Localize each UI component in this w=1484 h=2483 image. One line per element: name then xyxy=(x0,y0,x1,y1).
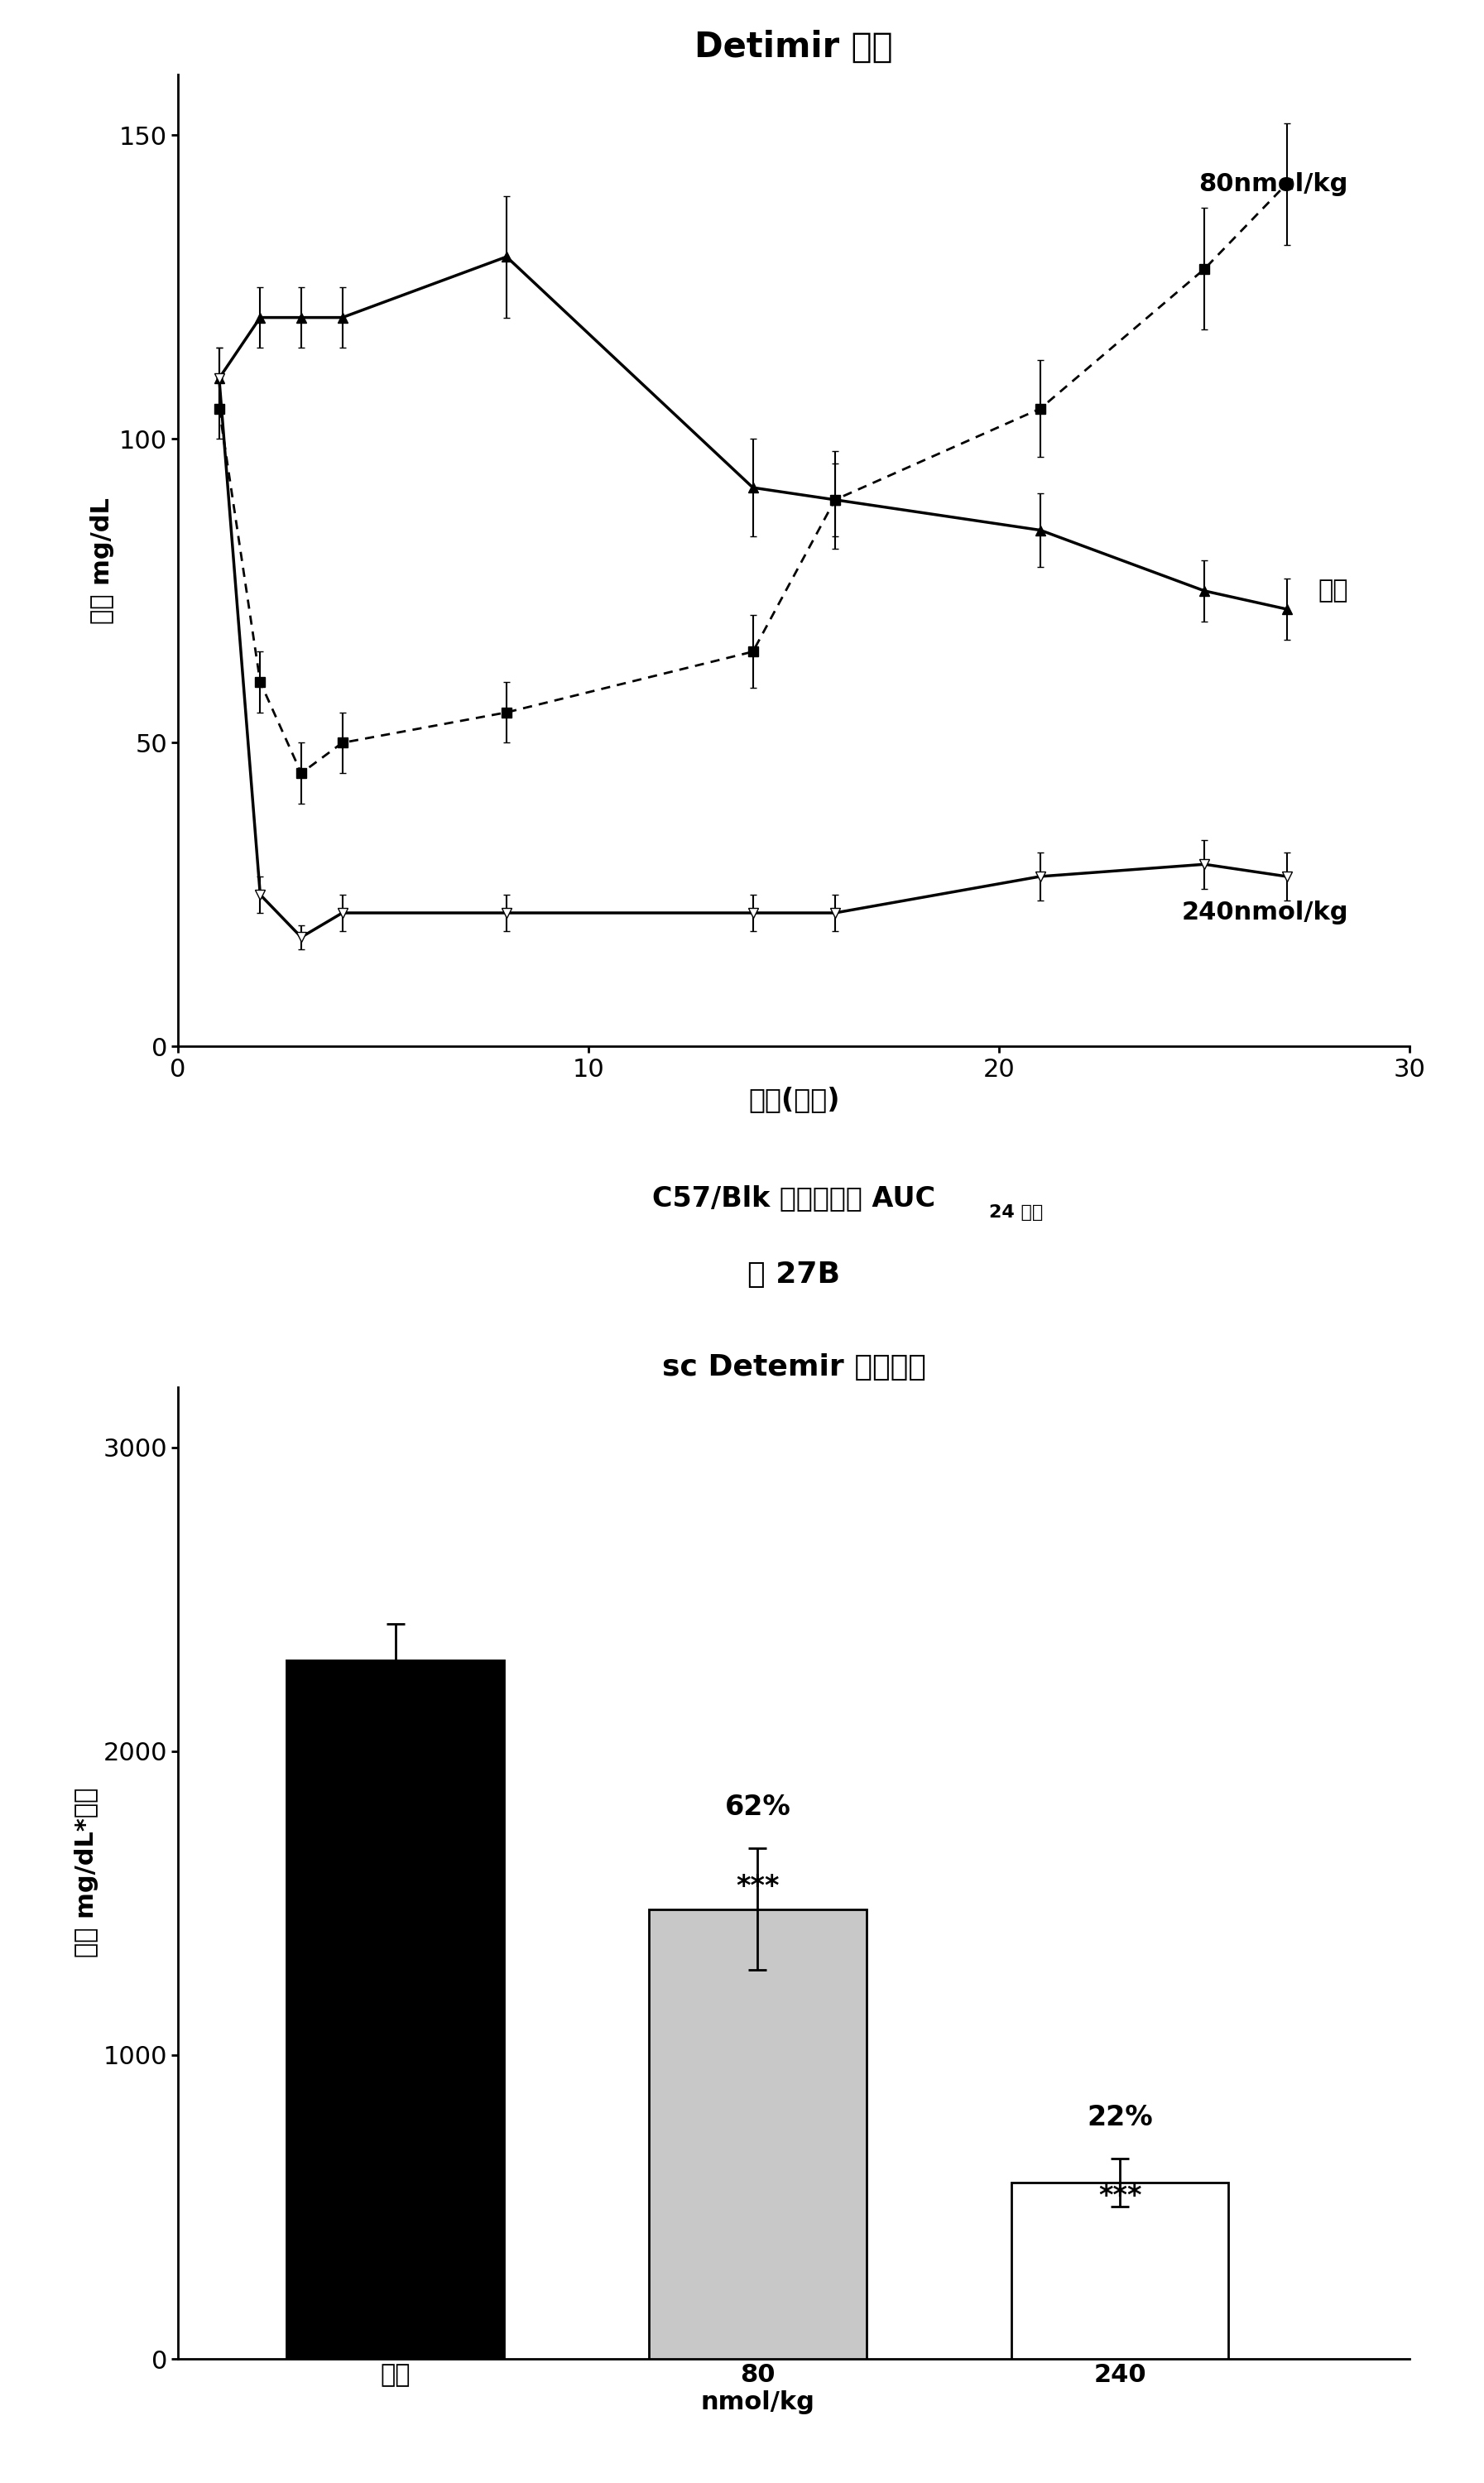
Text: 溶媒: 溶媒 xyxy=(1318,579,1347,603)
Text: 24 小时: 24 小时 xyxy=(990,1204,1043,1222)
X-axis label: 时间(小时): 时间(小时) xyxy=(748,1085,840,1112)
Bar xyxy=(649,1909,867,2359)
Title: sc Detemir 耐量试验: sc Detemir 耐量试验 xyxy=(662,1353,926,1381)
Text: 240nmol/kg: 240nmol/kg xyxy=(1181,901,1347,924)
Title: Detimir 耐量: Detimir 耐量 xyxy=(695,30,893,65)
Text: 62%: 62% xyxy=(724,1793,791,1820)
Y-axis label: 血糖 mg/dL*小时: 血糖 mg/dL*小时 xyxy=(74,1788,98,1957)
Text: 图 27B: 图 27B xyxy=(748,1261,840,1289)
Text: 80nmol/kg: 80nmol/kg xyxy=(1199,171,1347,196)
Text: ***: *** xyxy=(736,1872,779,1899)
Text: C57/Blk 小鼠的血糖 AUC: C57/Blk 小鼠的血糖 AUC xyxy=(653,1184,935,1212)
Y-axis label: 血糖 mg/dL: 血糖 mg/dL xyxy=(91,497,114,623)
Text: 22%: 22% xyxy=(1088,2103,1153,2130)
Text: ***: *** xyxy=(1098,2183,1141,2210)
Bar xyxy=(1011,2183,1229,2359)
Bar xyxy=(286,1661,505,2359)
